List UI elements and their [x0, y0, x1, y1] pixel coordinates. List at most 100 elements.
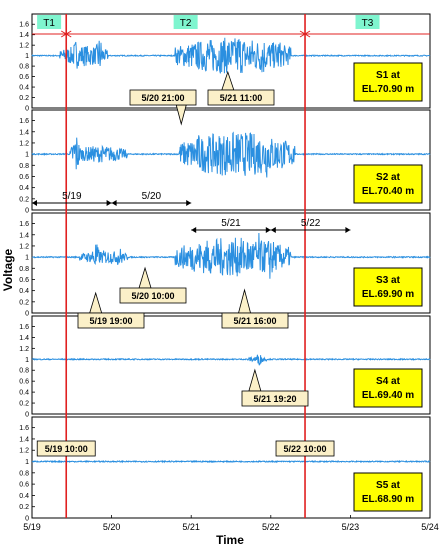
- sensor-label: S3 at: [376, 275, 401, 286]
- period-label: T1: [43, 18, 55, 29]
- sensor-label-box: [353, 164, 423, 204]
- y-tick-label: 0: [25, 311, 29, 318]
- period-label-box: [355, 15, 380, 29]
- sensor-label: EL.70.40 m: [362, 186, 414, 197]
- annotation-label: 5/21 11:00: [220, 93, 263, 103]
- day-span-arrow-head: [106, 200, 112, 206]
- sensor-label: S1 at: [376, 70, 401, 81]
- annotation-label: 5/21 16:00: [233, 316, 276, 326]
- annotation-box: [241, 390, 309, 407]
- annotation-box: [119, 287, 187, 304]
- day-span-arrow-head: [265, 227, 271, 233]
- period-marker-box: [275, 440, 335, 457]
- sensor-label: EL.69.40 m: [362, 390, 414, 401]
- y-tick-label: 0.6: [19, 482, 29, 489]
- y-tick-label: 0.4: [19, 85, 29, 92]
- y-tick-label: 1.4: [19, 335, 29, 342]
- period-label: T2: [180, 18, 192, 29]
- y-tick-label: 1: [25, 152, 29, 159]
- y-tick-label: 0.2: [19, 299, 29, 306]
- y-tick-label: 1.2: [19, 140, 29, 147]
- annotation-box: [77, 312, 145, 329]
- day-span-arrow-head: [32, 200, 37, 206]
- x-tick-label: 5/19: [23, 522, 41, 532]
- day-span-arrow-head: [270, 227, 276, 233]
- annotation-box: [207, 89, 275, 106]
- x-tick-label: 5/21: [182, 522, 200, 532]
- sensor-label: S4 at: [376, 376, 401, 387]
- y-tick-label: 1.4: [19, 32, 29, 39]
- x-tick-label: 5/23: [342, 522, 360, 532]
- y-tick-label: 1.2: [19, 43, 29, 50]
- y-tick-label: 1.6: [19, 22, 29, 29]
- y-tick-label: 0: [25, 412, 29, 419]
- x-tick-label: 5/20: [103, 522, 121, 532]
- annotation-box: [221, 312, 289, 329]
- y-axis-label: Voltage: [1, 248, 15, 291]
- y-tick-label: 1: [25, 53, 29, 60]
- period-label: T3: [362, 18, 374, 29]
- y-tick-label: 1.2: [19, 346, 29, 353]
- y-tick-label: 1.6: [19, 324, 29, 331]
- day-span-arrow-head: [186, 200, 192, 206]
- y-tick-label: 0.6: [19, 379, 29, 386]
- signal-trace: [31, 232, 431, 279]
- sensor-label: S5 at: [376, 480, 401, 491]
- y-tick-label: 0.8: [19, 368, 29, 375]
- day-span-label: 5/21: [221, 218, 241, 229]
- signal-trace: [31, 459, 431, 464]
- day-span-arrow-head: [111, 200, 117, 206]
- period-marker-label: 5/19 10:00: [45, 444, 88, 454]
- y-tick-label: 1: [25, 459, 29, 466]
- annotation-label: 5/19 19:00: [89, 316, 132, 326]
- period-label-box: [37, 15, 62, 29]
- day-span-label: 5/20: [142, 191, 162, 202]
- day-span-label: 5/19: [62, 191, 82, 202]
- y-tick-label: 0.4: [19, 493, 29, 500]
- x-axis-label: Time: [216, 533, 244, 547]
- day-span-arrow-head: [345, 227, 351, 233]
- sensor-label-box: [353, 62, 423, 102]
- sensor-label-box: [353, 267, 423, 307]
- day-span-label: 5/22: [301, 218, 321, 229]
- sensor-label: EL.69.90 m: [362, 289, 414, 300]
- y-tick-label: 1.6: [19, 118, 29, 125]
- y-tick-label: 0.2: [19, 401, 29, 408]
- y-tick-label: 1.4: [19, 129, 29, 136]
- y-tick-label: 0: [25, 208, 29, 215]
- y-tick-label: 0.4: [19, 288, 29, 295]
- y-tick-label: 0: [25, 516, 29, 523]
- y-tick-label: 0.6: [19, 174, 29, 181]
- y-tick-label: 0.2: [19, 95, 29, 102]
- sensor-label: EL.70.90 m: [362, 84, 414, 95]
- sensor-label: S2 at: [376, 172, 401, 183]
- y-tick-label: 0.6: [19, 74, 29, 81]
- y-tick-label: 0.8: [19, 266, 29, 273]
- sensor-label-box: [353, 368, 423, 408]
- period-label-box: [173, 15, 198, 29]
- period-marker-box: [36, 440, 96, 457]
- y-tick-label: 0.2: [19, 504, 29, 511]
- y-tick-label: 1: [25, 357, 29, 364]
- y-tick-label: 0.4: [19, 390, 29, 397]
- y-tick-label: 0.2: [19, 196, 29, 203]
- sensor-label: EL.68.90 m: [362, 494, 414, 505]
- y-tick-label: 1.6: [19, 425, 29, 432]
- y-tick-label: 0.6: [19, 277, 29, 284]
- day-span-arrow-head: [191, 227, 197, 233]
- annotation-label: 5/21 19:20: [253, 394, 296, 404]
- y-tick-label: 0.8: [19, 64, 29, 71]
- x-tick-label: 5/24: [421, 522, 439, 532]
- y-tick-label: 1.4: [19, 436, 29, 443]
- signal-trace: [31, 37, 431, 74]
- y-tick-label: 1.2: [19, 243, 29, 250]
- annotation-label: 5/20 21:00: [141, 93, 184, 103]
- signal-trace: [31, 131, 431, 178]
- y-tick-label: 0.8: [19, 470, 29, 477]
- x-tick-label: 5/22: [262, 522, 280, 532]
- signal-trace: [31, 354, 431, 366]
- annotation-box: [129, 89, 197, 106]
- y-tick-label: 0: [25, 106, 29, 113]
- y-tick-label: 0.4: [19, 185, 29, 192]
